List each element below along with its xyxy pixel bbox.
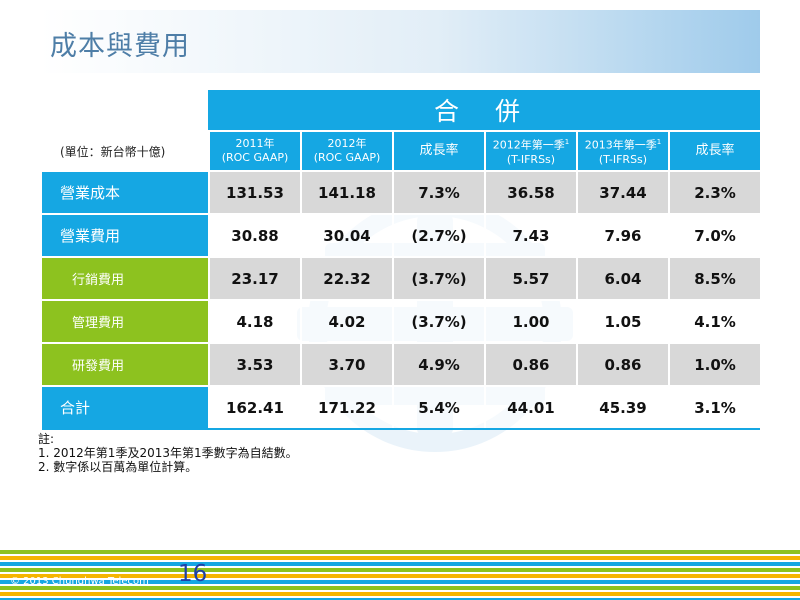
col-header-2012: 2012年 (ROC GAAP) <box>300 132 392 170</box>
table-cell: 171.22 <box>300 387 392 428</box>
table-cell: 162.41 <box>208 387 300 428</box>
table-cell: 44.01 <box>484 387 576 428</box>
table-cell: 4.02 <box>300 301 392 342</box>
notes-heading: 註: <box>38 432 55 446</box>
col-header-line1: 2013年第一季1 <box>585 135 661 153</box>
table-cell: 3.53 <box>208 344 300 385</box>
table-cell: 141.18 <box>300 172 392 213</box>
table-cell: (3.7%) <box>392 258 484 299</box>
table-cell: 36.58 <box>484 172 576 213</box>
row-label: 管理費用 <box>42 301 208 342</box>
table-cell: 45.39 <box>576 387 668 428</box>
table-cell: 3.1% <box>668 387 760 428</box>
row-label: 營業費用 <box>42 215 208 256</box>
table-cell: 7.96 <box>576 215 668 256</box>
table-cell: 22.32 <box>300 258 392 299</box>
table-row-rd-expense: 研發費用 3.53 3.70 4.9% 0.86 0.86 1.0% <box>42 342 760 385</box>
table-cell: 1.0% <box>668 344 760 385</box>
note-item: 1. 2012年第1季及2013年第1季數字為自結數。 <box>38 446 298 460</box>
row-label: 行銷費用 <box>42 258 208 299</box>
footnote-mark: 1 <box>564 138 570 147</box>
col-header-growth-quarterly: 成長率 <box>668 132 760 170</box>
table-cell: 2.3% <box>668 172 760 213</box>
footnote-mark: 1 <box>656 138 662 147</box>
row-label: 營業成本 <box>42 172 208 213</box>
table-cell: 0.86 <box>576 344 668 385</box>
table-cell: 5.4% <box>392 387 484 428</box>
table-cell: 30.04 <box>300 215 392 256</box>
table-cell: 131.53 <box>208 172 300 213</box>
table-cell: 4.18 <box>208 301 300 342</box>
cost-expense-table: 合 併 (單位：新台幣十億) 2011年 (ROC GAAP) 2012年 (R… <box>42 90 760 430</box>
table-row-total: 合計 162.41 171.22 5.4% 44.01 45.39 3.1% <box>42 385 760 428</box>
table-cell: 23.17 <box>208 258 300 299</box>
consolidated-header: 合 併 <box>208 90 760 132</box>
page-title: 成本與費用 <box>50 31 190 62</box>
footnotes: 註: 1. 2012年第1季及2013年第1季數字為自結數。 2. 數字係以百萬… <box>38 432 298 474</box>
blank-cell <box>42 90 208 132</box>
table-cell: 30.88 <box>208 215 300 256</box>
col-header-line2: (T-IFRSs) <box>506 152 556 166</box>
table-cell: (2.7%) <box>392 215 484 256</box>
col-header-text: 2012年第一季 <box>492 138 565 152</box>
table-cell: 0.86 <box>484 344 576 385</box>
table-cell: 7.43 <box>484 215 576 256</box>
table-bottom-border <box>42 428 760 430</box>
row-label: 研發費用 <box>42 344 208 385</box>
table-cell: 5.57 <box>484 258 576 299</box>
col-header-line1: 成長率 <box>419 143 459 158</box>
table-cell: 1.05 <box>576 301 668 342</box>
col-header-line1: 2011年 <box>235 137 275 150</box>
title-banner: 成本與費用 <box>40 10 760 73</box>
col-header-2013q1: 2013年第一季1 (T-IFRSs) <box>576 132 668 170</box>
col-header-line2: (ROC GAAP) <box>313 151 381 164</box>
table-cell: 4.1% <box>668 301 760 342</box>
table-row-operating-cost: 營業成本 131.53 141.18 7.3% 36.58 37.44 2.3% <box>42 170 760 213</box>
col-header-line2: (ROC GAAP) <box>221 151 289 164</box>
col-header-line2: (T-IFRSs) <box>598 152 648 166</box>
col-header-line1: 2012年第一季1 <box>493 135 569 153</box>
page-number: 16 <box>178 561 208 587</box>
table-merge-header-row: 合 併 <box>42 90 760 132</box>
table-header-row: (單位：新台幣十億) 2011年 (ROC GAAP) 2012年 (ROC G… <box>42 132 760 170</box>
note-item: 2. 數字係以百萬為單位計算。 <box>38 460 198 474</box>
table-cell: 37.44 <box>576 172 668 213</box>
col-header-growth-annual: 成長率 <box>392 132 484 170</box>
table-row-admin-expense: 管理費用 4.18 4.02 (3.7%) 1.00 1.05 4.1% <box>42 299 760 342</box>
table-cell: 1.00 <box>484 301 576 342</box>
copyright-text: © 2013 Chunghwa Telecom <box>10 576 149 587</box>
footer-stripes <box>0 550 800 600</box>
col-header-2012q1: 2012年第一季1 (T-IFRSs) <box>484 132 576 170</box>
table-cell: 6.04 <box>576 258 668 299</box>
table-cell: 4.9% <box>392 344 484 385</box>
unit-label: (單位：新台幣十億) <box>60 144 166 159</box>
table-cell: 7.0% <box>668 215 760 256</box>
col-header-text: 2013年第一季 <box>584 138 657 152</box>
table-row-marketing-expense: 行銷費用 23.17 22.32 (3.7%) 5.57 6.04 8.5% <box>42 256 760 299</box>
row-label: 合計 <box>42 387 208 428</box>
table-row-operating-expense: 營業費用 30.88 30.04 (2.7%) 7.43 7.96 7.0% <box>42 213 760 256</box>
table-cell: 7.3% <box>392 172 484 213</box>
table-cell: 3.70 <box>300 344 392 385</box>
col-header-2011: 2011年 (ROC GAAP) <box>208 132 300 170</box>
table-cell: (3.7%) <box>392 301 484 342</box>
table-cell: 8.5% <box>668 258 760 299</box>
col-header-line1: 成長率 <box>695 143 735 158</box>
col-header-line1: 2012年 <box>327 137 367 150</box>
